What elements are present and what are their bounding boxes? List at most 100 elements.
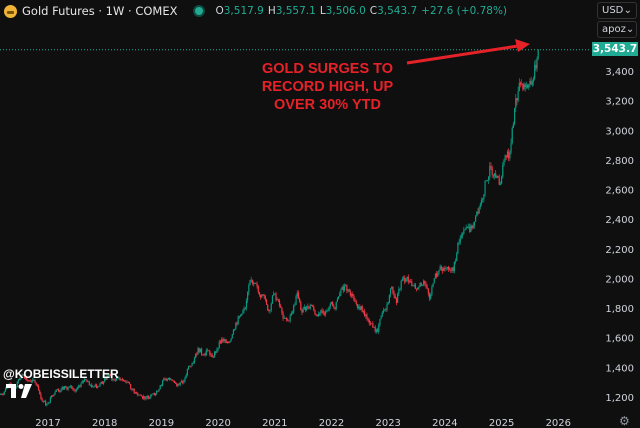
candle-body — [433, 278, 435, 284]
candle-body — [111, 375, 113, 380]
candle-body — [270, 303, 272, 311]
y-tick-label: 2,200 — [605, 245, 634, 256]
candle-body — [183, 380, 185, 383]
candle-body — [222, 339, 224, 342]
candle-body — [354, 300, 356, 303]
candle-body — [65, 386, 67, 388]
candle-body — [441, 269, 444, 272]
candle-body — [376, 329, 379, 332]
candle-body — [102, 381, 105, 384]
candle-body — [141, 396, 144, 399]
candle-body — [423, 280, 425, 285]
candle-body — [56, 389, 59, 390]
candle-body — [179, 382, 181, 385]
candle-body — [438, 270, 440, 273]
candle-body — [113, 379, 115, 381]
candle-body — [282, 312, 284, 319]
candle-body — [171, 379, 173, 381]
candle-body — [22, 374, 24, 376]
ohlc-open: O3,517.9 — [215, 5, 264, 17]
candle-body — [205, 350, 207, 356]
candle-body — [71, 386, 73, 388]
candle-body — [378, 324, 380, 332]
settings-gear-icon[interactable]: ⚙ — [619, 414, 630, 428]
candle-body — [180, 381, 183, 383]
candle-body — [369, 323, 372, 325]
candle-body — [368, 319, 370, 324]
candle-body — [284, 317, 287, 319]
candle-body — [86, 379, 88, 383]
candle-body — [386, 304, 388, 310]
candle-body — [304, 306, 307, 311]
x-tick-label: 2021 — [262, 418, 287, 428]
candle-body — [510, 143, 512, 153]
candle-body — [381, 312, 383, 316]
candle-body — [483, 194, 485, 199]
candle-body — [317, 314, 320, 317]
candle-body — [475, 216, 477, 222]
candle-body — [98, 385, 100, 387]
candle-body — [470, 225, 472, 232]
candle-body — [265, 299, 268, 305]
candle-body — [458, 242, 460, 244]
candle-body — [310, 305, 313, 306]
candle-body — [287, 319, 289, 321]
candle-body — [6, 387, 8, 389]
candle-body — [128, 382, 131, 385]
candle-body — [176, 383, 178, 386]
candle-body — [280, 305, 282, 308]
candle-body — [345, 285, 347, 287]
candle-body — [27, 380, 29, 381]
candle-body — [367, 318, 369, 320]
candle-body — [150, 394, 152, 398]
candle-body — [471, 225, 473, 229]
candle-body — [308, 307, 310, 309]
candle-body — [1, 394, 3, 395]
currency-select[interactable]: USD ⌄ — [597, 2, 637, 19]
y-tick-label: 1,800 — [605, 304, 634, 315]
candle-body — [47, 403, 49, 405]
candle-body — [464, 229, 466, 231]
candle-body — [335, 301, 337, 309]
candle-body — [332, 301, 334, 306]
candle-body — [239, 315, 242, 317]
candle-body — [444, 268, 446, 269]
candle-body — [290, 313, 292, 316]
candle-body — [79, 385, 81, 387]
candle-body — [257, 286, 259, 292]
y-tick-label: 1,400 — [605, 363, 634, 374]
candle-body — [106, 375, 108, 380]
annotation-text: GOLD SURGES TO RECORD HIGH, UP OVER 30% … — [261, 61, 394, 113]
candle-body — [132, 389, 134, 390]
candle-body — [535, 64, 537, 69]
candle-body — [353, 296, 355, 301]
ohlc-close: C3,543.7 — [369, 5, 418, 17]
candle-body — [37, 385, 40, 391]
symbol-title[interactable]: Gold Futures · 1W · COMEX — [22, 4, 178, 18]
candle-body — [339, 293, 341, 297]
candle-body — [157, 391, 159, 392]
last-price-label: 3,543.7 — [592, 42, 638, 56]
candle-body — [267, 304, 269, 310]
unit-select[interactable]: apoz ⌄ — [597, 21, 637, 38]
candle-body — [366, 314, 368, 319]
candle-body — [341, 286, 343, 290]
candle-body — [405, 278, 407, 282]
candle-body — [93, 386, 95, 388]
candle-body — [164, 378, 166, 380]
candle-body — [165, 379, 167, 381]
candle-body — [469, 226, 471, 232]
candle-body — [250, 279, 252, 281]
candle-body — [212, 356, 214, 358]
candle-body — [195, 353, 197, 358]
candle-body — [450, 269, 452, 271]
candle-body — [144, 396, 146, 399]
candle-body — [58, 389, 60, 392]
candle-body — [261, 294, 263, 298]
candle-body — [374, 326, 376, 332]
x-tick-label: 2022 — [319, 418, 344, 428]
candle-body — [478, 207, 480, 214]
x-tick-label: 2026 — [546, 418, 571, 428]
candle-body — [456, 253, 458, 261]
